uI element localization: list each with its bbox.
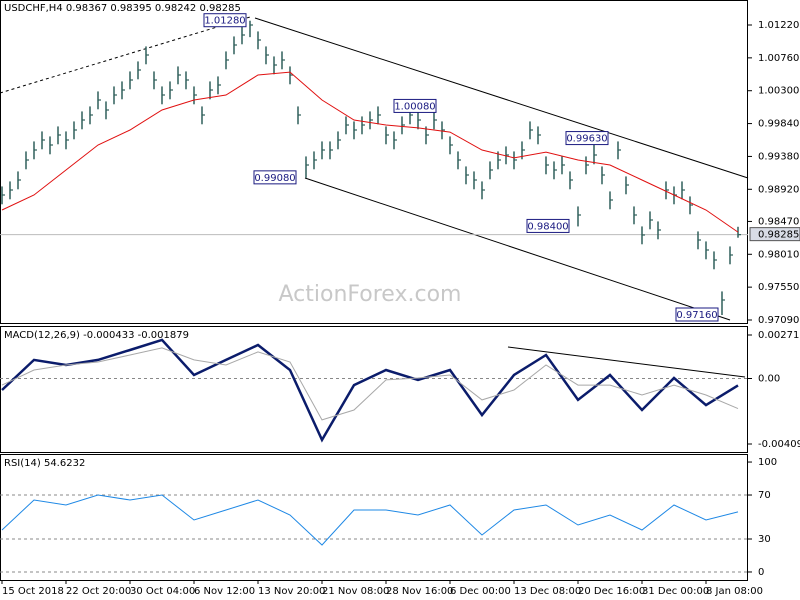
- series-line: [1, 347, 739, 421]
- rsi-title: RSI(14) 54.6232: [4, 458, 85, 469]
- price-annotation: 0.99080: [254, 173, 295, 184]
- x-tick-label: 31 Dec 00:00: [642, 586, 709, 597]
- price-annotation: 1.01280: [204, 16, 245, 27]
- y-tick-label: 30: [758, 534, 771, 545]
- price-panel: [0, 0, 748, 324]
- y-tick-label: 0.98010: [758, 249, 799, 260]
- x-tick-label: 22 Oct 20:00: [66, 586, 131, 597]
- y-tick-label: 0.002717: [758, 330, 800, 341]
- y-tick-label: 0.99380: [758, 151, 799, 162]
- price-annotation: 0.98400: [527, 221, 568, 232]
- last-price-label: 0.98285: [758, 230, 799, 241]
- x-tick-label: 20 Dec 16:00: [578, 586, 645, 597]
- y-tick-label: 1.00760: [758, 53, 799, 64]
- price-annotation: 0.97160: [676, 310, 717, 321]
- y-tick-label: 0.97550: [758, 282, 799, 293]
- x-tick-label: 28 Nov 16:00: [386, 586, 453, 597]
- channel-line: [304, 177, 731, 321]
- x-tick-label: 6 Nov 12:00: [194, 586, 255, 597]
- y-tick-label: -0.004093: [758, 439, 800, 450]
- y-tick-label: 70: [758, 490, 771, 501]
- series-line: [1, 71, 739, 233]
- x-tick-label: 15 Oct 2018: [2, 586, 64, 597]
- macd-panel: [0, 326, 748, 453]
- macd-trend-line: [507, 346, 746, 378]
- y-tick-label: 1.00300: [758, 86, 799, 97]
- price-annotation-box: [675, 307, 719, 322]
- price-annotation-box: [565, 131, 609, 146]
- price-annotation: 1.00080: [394, 101, 435, 112]
- trend-line: [0, 16, 251, 94]
- macd-title: MACD(12,26,9) -0.000433 -0.001879: [4, 330, 189, 341]
- series-line: [1, 338, 739, 443]
- y-tick-label: 100: [758, 457, 777, 468]
- y-tick-label: 0.97090: [758, 315, 799, 326]
- y-tick-label: 0: [758, 567, 764, 578]
- price-annotation-box: [203, 13, 247, 28]
- rsi-panel: [0, 454, 748, 581]
- chart-title: USDCHF,H4 0.98367 0.98395 0.98242 0.9828…: [4, 3, 241, 14]
- series-line: [1, 494, 739, 546]
- x-tick-label: 8 Jan 08:00: [706, 586, 763, 597]
- price-annotation-box: [393, 98, 437, 113]
- y-tick-label: 0.00: [758, 373, 780, 384]
- last-price-box: [749, 227, 800, 242]
- y-tick-label: 0.98470: [758, 216, 799, 227]
- price-annotation-box: [526, 218, 570, 233]
- x-tick-label: 13 Nov 20:00: [258, 586, 325, 597]
- channel-line: [254, 17, 749, 179]
- x-tick-label: 30 Oct 04:00: [130, 586, 195, 597]
- x-tick-label: 13 Dec 08:00: [514, 586, 581, 597]
- y-tick-label: 1.01220: [758, 20, 799, 31]
- price-annotation: 0.99630: [566, 134, 607, 145]
- y-tick-label: 0.99840: [758, 119, 799, 130]
- watermark: ActionForex.com: [279, 282, 462, 307]
- x-tick-label: 21 Nov 08:00: [322, 586, 389, 597]
- price-annotation-box: [253, 170, 297, 185]
- y-tick-label: 0.98920: [758, 184, 799, 195]
- x-tick-label: 6 Dec 00:00: [450, 586, 511, 597]
